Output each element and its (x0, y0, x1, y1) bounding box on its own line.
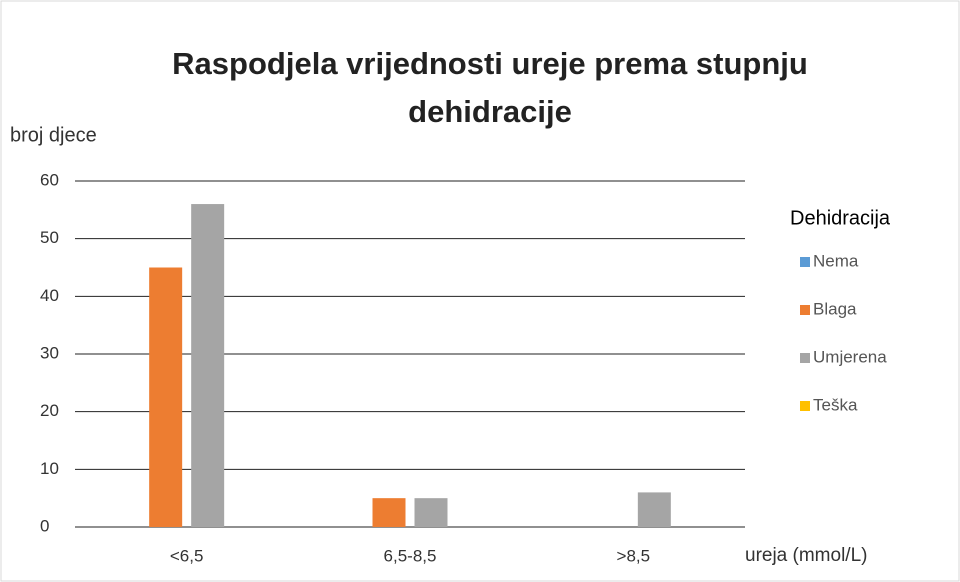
legend-swatch (800, 257, 810, 267)
y-tick-label: 30 (40, 343, 59, 362)
bar (414, 498, 448, 527)
legend-label: Nema (813, 251, 859, 270)
x-tick-label: 6,5-8,5 (384, 546, 437, 565)
y-tick-label: 0 (40, 516, 49, 535)
bar (372, 498, 406, 527)
x-tick-label: <6,5 (170, 546, 204, 565)
x-axis-label: ureja (mmol/L) (745, 545, 867, 566)
legend-label: Teška (813, 395, 858, 414)
legend-title: Dehidracija (790, 207, 891, 229)
bar (637, 492, 671, 527)
y-tick-label: 40 (40, 286, 59, 305)
x-tick-label: >8,5 (617, 546, 651, 565)
y-tick-label: 60 (40, 170, 59, 189)
legend-swatch (800, 305, 810, 315)
legend-swatch (800, 353, 810, 363)
legend-label: Umjerena (813, 347, 887, 366)
legend-swatch (800, 401, 810, 411)
bar (149, 267, 183, 527)
chart-title: Raspodjela vrijednosti ureje prema stupn… (172, 46, 808, 129)
y-tick-label: 20 (40, 401, 59, 420)
legend-label: Blaga (813, 299, 857, 318)
bar (191, 204, 225, 528)
y-tick-label: 10 (40, 459, 59, 478)
y-axis-label: broj djece (10, 124, 97, 146)
y-tick-label: 50 (40, 228, 59, 247)
